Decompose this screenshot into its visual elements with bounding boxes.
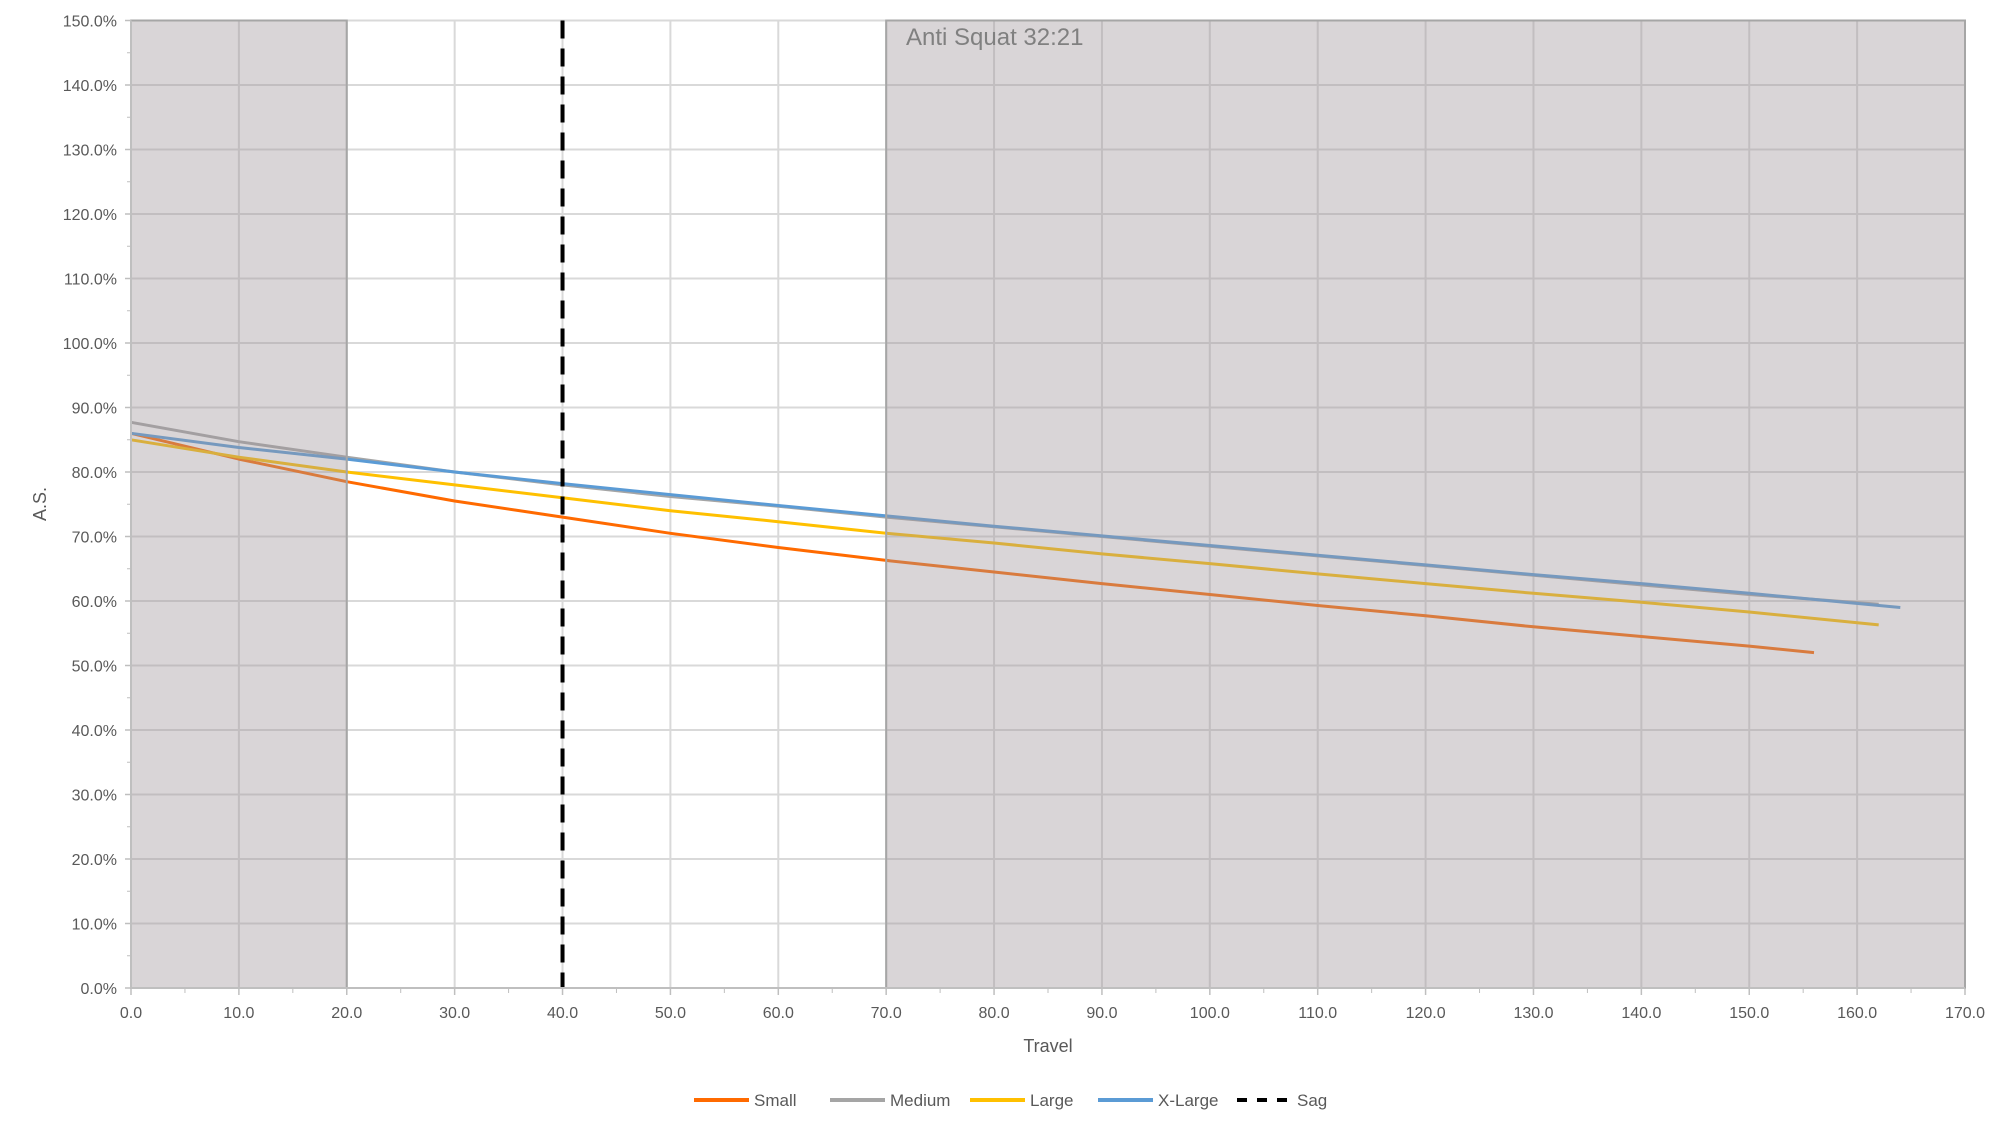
y-tick-label: 120.0% [63,207,117,224]
x-tick-label: 170.0 [1945,1005,1985,1022]
shaded-regions [130,19,1966,989]
y-tick-label: 140.0% [63,78,117,95]
x-tick-label: 70.0 [871,1005,902,1022]
legend-label: Medium [890,1091,950,1110]
legend-label: X-Large [1158,1091,1218,1110]
x-tick-label: 160.0 [1837,1005,1877,1022]
y-tick-label: 40.0% [72,723,117,740]
shaded-region [885,19,1966,989]
x-tick-label: 150.0 [1729,1005,1769,1022]
y-tick-label: 150.0% [63,14,117,31]
legend-item-small: Small [694,1091,797,1110]
x-axis-label: Travel [1023,1036,1072,1056]
y-tick-label: 10.0% [72,917,117,934]
x-tick-label: 130.0 [1513,1005,1553,1022]
x-tick-label: 140.0 [1621,1005,1661,1022]
x-tick-label: 100.0 [1190,1005,1230,1022]
x-tick-label: 30.0 [439,1005,470,1022]
legend-item-medium: Medium [830,1091,950,1110]
x-tick-label: 50.0 [655,1005,686,1022]
x-tick-label: 40.0 [547,1005,578,1022]
y-axis-label: A.S. [30,487,50,521]
y-tick-label: 20.0% [72,852,117,869]
y-tick-label: 50.0% [72,659,117,676]
series-lines [130,420,1901,655]
x-tick-label: 10.0 [223,1005,254,1022]
y-tick-label: 0.0% [81,981,117,998]
x-tick-label: 20.0 [331,1005,362,1022]
grid [130,19,1966,989]
x-tick-label: 120.0 [1406,1005,1446,1022]
legend-label: Sag [1297,1091,1327,1110]
y-tick-label: 70.0% [72,530,117,547]
shaded-region [130,19,348,989]
series-line-large [130,438,1879,627]
annotation-text: Anti Squat 32:21 [906,24,1083,51]
series-line-x-large [130,431,1901,609]
legend-item-sag: Sag [1237,1091,1327,1110]
y-tick-label: 80.0% [72,465,117,482]
y-tick-label: 60.0% [72,594,117,611]
y-tick-label: 90.0% [72,401,117,418]
legend-label: Large [1030,1091,1073,1110]
x-tick-label: 60.0 [763,1005,794,1022]
legend-item-x-large: X-Large [1098,1091,1218,1110]
axes: 0.0% 10.0% 20.0% 30.0% 40.0% 50.0% 60.0% 70.0% 8… [63,14,1985,1023]
y-tick-label: 100.0% [63,336,117,353]
legend: Small Medium Large X-Large Sag [694,1091,1327,1110]
series-line-small [130,431,1815,655]
legend-item-large: Large [970,1091,1073,1110]
y-tick-label: 110.0% [64,272,117,289]
x-tick-label: 0.0 [120,1005,142,1022]
y-tick-label: 130.0% [63,143,117,160]
y-tick-label: 30.0% [72,788,117,805]
x-tick-label: 90.0 [1086,1005,1117,1022]
x-tick-label: 110.0 [1298,1005,1337,1022]
x-tick-label: 80.0 [978,1005,1009,1022]
legend-label: Small [754,1091,797,1110]
